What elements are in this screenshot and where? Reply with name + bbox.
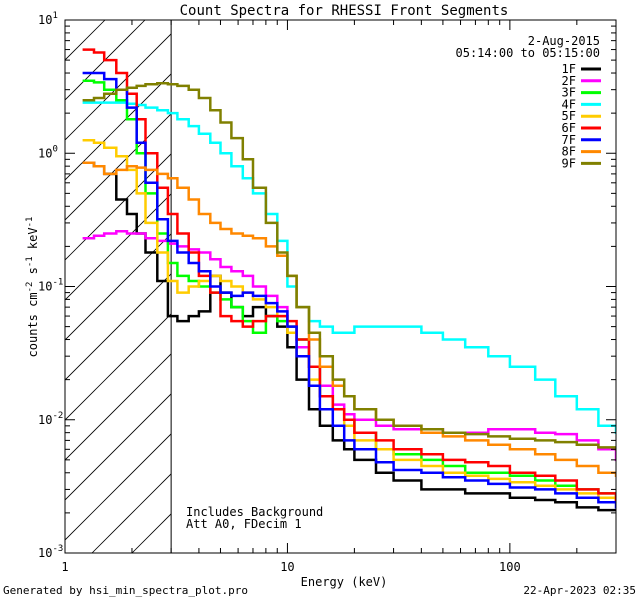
y-tick-label-exp: 0 bbox=[52, 144, 57, 154]
y-axis-label-mid: s bbox=[26, 267, 40, 281]
legend-label-2F: 2F bbox=[562, 74, 576, 88]
y-tick-label-2: 10-1 bbox=[38, 278, 63, 294]
x-axis-ticks bbox=[64, 20, 617, 553]
hatched-background-region bbox=[65, 20, 172, 553]
chart-title: Count Spectra for RHESSI Front Segments bbox=[180, 3, 509, 19]
y-tick-label-1: 100 bbox=[38, 144, 58, 160]
hatch-line-12 bbox=[65, 393, 172, 501]
legend-label-4F: 4F bbox=[562, 97, 576, 111]
legend-label-9F: 9F bbox=[562, 156, 576, 170]
y-tick-label-base: 10 bbox=[38, 413, 52, 427]
y-tick-label-base: 10 bbox=[38, 546, 52, 560]
series-1F bbox=[82, 161, 616, 512]
hatch-line-3 bbox=[65, 33, 172, 141]
legend-label-6F: 6F bbox=[562, 121, 576, 135]
y-axis-label-tail: keV bbox=[26, 227, 40, 256]
series-lines bbox=[82, 48, 616, 512]
y-tick-label-base: 10 bbox=[38, 13, 52, 27]
legend-label-7F: 7F bbox=[562, 133, 576, 147]
footer-generated-by: Generated by hsi_min_spectra_plot.pro bbox=[3, 584, 248, 597]
legend-label-1F: 1F bbox=[562, 62, 576, 76]
y-tick-label-base: 10 bbox=[38, 280, 52, 294]
hatch-line-13 bbox=[65, 433, 172, 541]
annotation-attenuator: Att A0, FDecim 1 bbox=[186, 517, 302, 531]
series-9F bbox=[82, 82, 616, 451]
y-tick-label-base: 10 bbox=[38, 146, 52, 160]
y-tick-label-4: 10-3 bbox=[38, 544, 63, 560]
x-tick-label-10: 10 bbox=[280, 560, 294, 574]
x-axis-label: Energy (keV) bbox=[301, 575, 388, 589]
y-tick-label-exp: -2 bbox=[52, 411, 63, 421]
series-4F bbox=[82, 101, 616, 434]
series-2F bbox=[82, 229, 616, 462]
hatch-line-9 bbox=[65, 273, 172, 381]
y-axis-label-base: counts cm bbox=[26, 292, 40, 357]
legend-date: 2-Aug-2015 bbox=[528, 34, 600, 48]
y-tick-label-0: 101 bbox=[38, 11, 58, 27]
y-axis-label-sup2: -1 bbox=[25, 256, 35, 267]
y-axis-label: counts cm-2 s-1 keV-1 bbox=[25, 217, 40, 358]
series-7F bbox=[82, 71, 616, 509]
hatch-line-7 bbox=[65, 193, 172, 301]
y-axis-label-sup3: -1 bbox=[25, 217, 35, 228]
x-tick-label-100: 100 bbox=[499, 560, 521, 574]
hatch-line-14 bbox=[91, 473, 172, 553]
legend-label-3F: 3F bbox=[562, 86, 576, 100]
y-axis-label-sup1: -2 bbox=[25, 282, 35, 293]
annotation-background: Includes Background bbox=[186, 505, 323, 519]
x-tick-label-1: 1 bbox=[61, 560, 68, 574]
y-axis-ticks bbox=[65, 25, 616, 554]
y-tick-label-3: 10-2 bbox=[38, 411, 63, 427]
hatch-line-8 bbox=[65, 233, 172, 341]
y-tick-label-exp: -1 bbox=[52, 278, 63, 288]
y-tick-label-exp: 1 bbox=[52, 11, 57, 21]
y-tick-label-exp: -3 bbox=[52, 544, 63, 554]
footer-timestamp: 22-Apr-2023 02:35 bbox=[523, 584, 636, 597]
x-tick-labels: 10 100 bbox=[280, 560, 521, 574]
legend-time-range: 05:14:00 to 05:15:00 bbox=[456, 46, 601, 60]
legend-label-5F: 5F bbox=[562, 109, 576, 123]
legend-label-8F: 8F bbox=[562, 145, 576, 159]
